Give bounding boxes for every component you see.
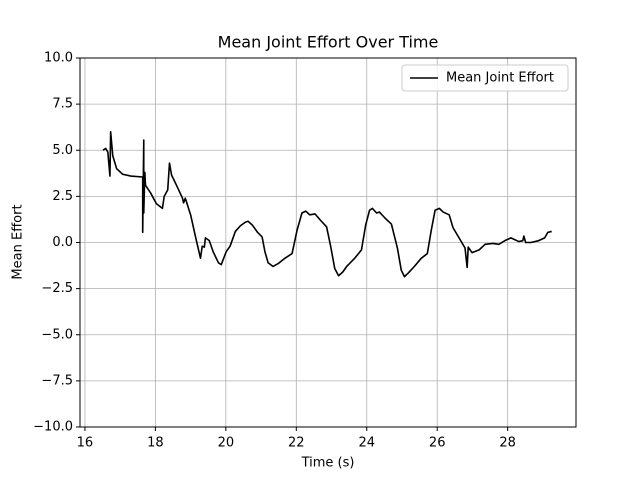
x-tick-label: 24 [358, 436, 375, 451]
y-tick-label: 10.0 [44, 51, 73, 66]
x-axis-label: Time (s) [301, 456, 355, 471]
x-tick-label: 18 [147, 436, 164, 451]
y-axis-label: Mean Effort [11, 204, 26, 279]
y-tick-label: −7.5 [41, 373, 73, 388]
y-tick-label: 0.0 [52, 235, 73, 250]
line-series [102, 131, 552, 278]
x-tick-label: 26 [429, 436, 446, 451]
legend-box [401, 64, 569, 92]
chart-title: Mean Joint Effort Over Time [218, 33, 439, 52]
y-tick-label: 5.0 [52, 143, 73, 158]
y-tick-label: −5.0 [41, 327, 73, 342]
x-tick-label: 28 [499, 436, 516, 451]
x-tick-label: 20 [218, 436, 235, 451]
y-tick-label: −2.5 [41, 281, 73, 296]
x-tick-label: 22 [288, 436, 305, 451]
y-tick-label: 7.5 [52, 97, 73, 112]
y-tick-label: −10.0 [33, 420, 73, 435]
x-tick-label: 16 [77, 436, 94, 451]
y-tick-label: 2.5 [52, 189, 73, 204]
plot-frame [79, 57, 577, 428]
legend-label: Mean Joint Effort [446, 71, 554, 86]
